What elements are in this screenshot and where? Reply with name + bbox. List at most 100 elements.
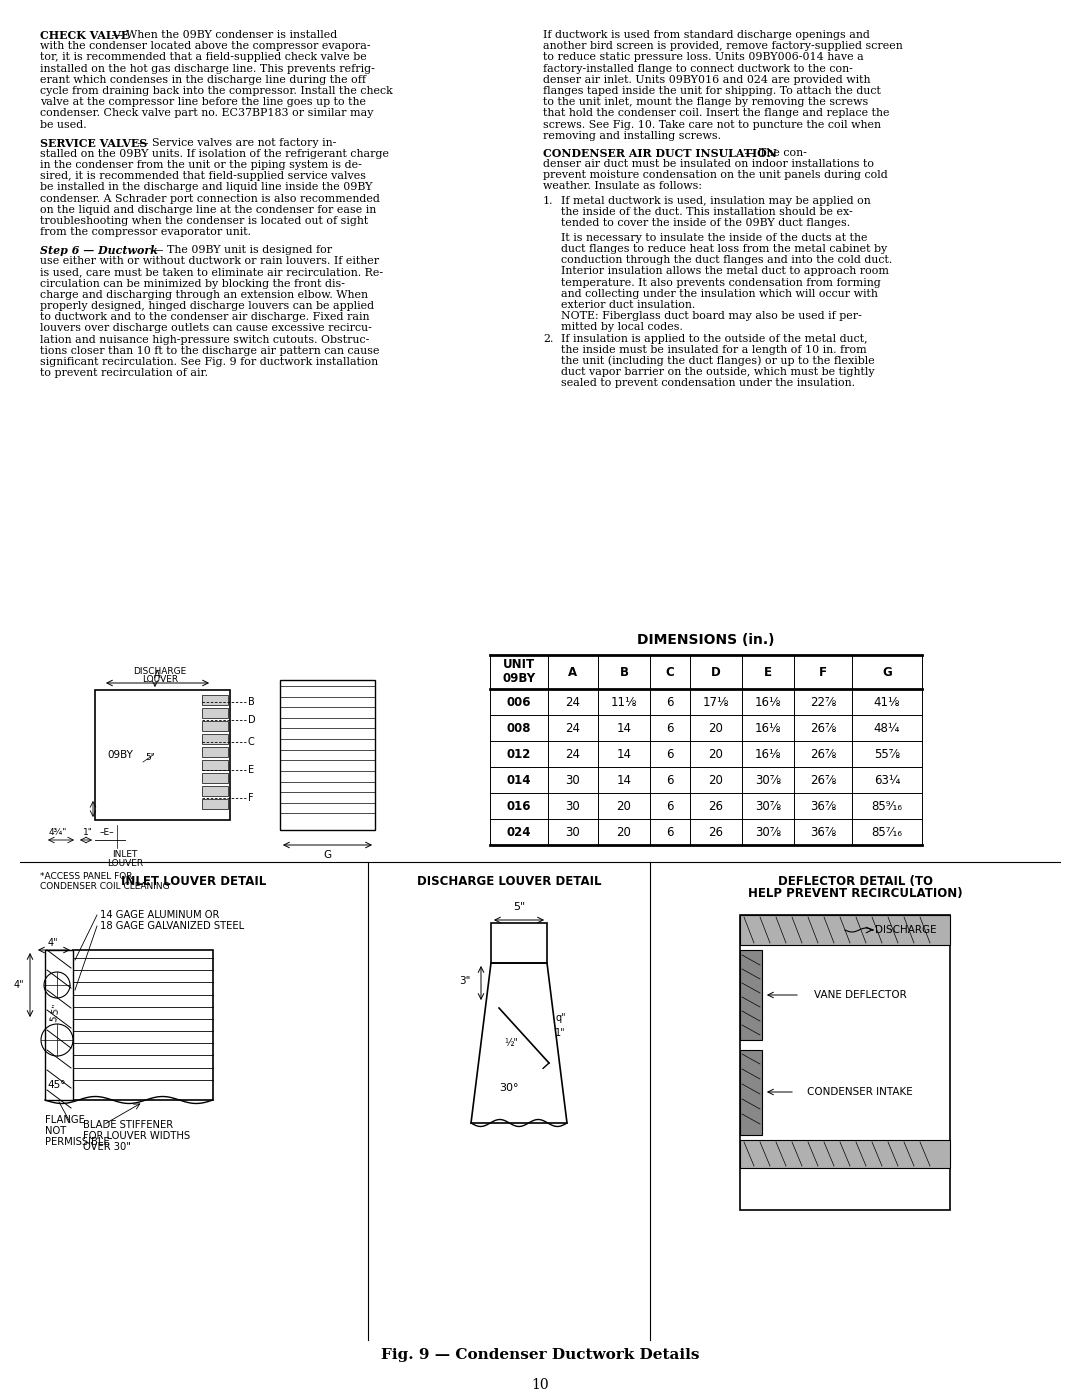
Bar <box>95 690 230 820</box>
Text: from the compressor evaporator unit.: from the compressor evaporator unit. <box>40 228 251 237</box>
Text: be installed in the discharge and liquid line inside the 09BY: be installed in the discharge and liquid… <box>40 183 373 193</box>
Text: that hold the condenser coil. Insert the flange and replace the: that hold the condenser coil. Insert the… <box>543 109 890 119</box>
Text: 16⅛: 16⅛ <box>755 721 781 735</box>
Bar <box>740 950 762 1039</box>
Text: stalled on the 09BY units. If isolation of the refrigerant charge: stalled on the 09BY units. If isolation … <box>40 148 389 159</box>
Text: the inside of the duct. This installation should be ex-: the inside of the duct. This installatio… <box>561 207 853 217</box>
Text: 24: 24 <box>566 721 581 735</box>
Text: E: E <box>248 766 254 775</box>
Text: Step 6 — Ductwork: Step 6 — Ductwork <box>40 244 158 256</box>
Text: lation and nuisance high-pressure switch cutouts. Obstruc-: lation and nuisance high-pressure switch… <box>40 335 369 345</box>
Text: another bird screen is provided, remove factory-supplied screen: another bird screen is provided, remove … <box>543 41 903 52</box>
Text: 26: 26 <box>708 826 724 838</box>
Text: 30°: 30° <box>499 1083 518 1092</box>
Text: 20: 20 <box>617 826 632 838</box>
Text: the unit (including the duct flanges) or up to the flexible: the unit (including the duct flanges) or… <box>561 356 875 366</box>
Text: 1": 1" <box>83 828 93 837</box>
Text: Interior insulation allows the metal duct to approach room: Interior insulation allows the metal duc… <box>561 267 889 277</box>
Text: 014: 014 <box>507 774 531 787</box>
Text: LOUVER: LOUVER <box>107 859 143 868</box>
Text: installed on the hot gas discharge line. This prevents refrig-: installed on the hot gas discharge line.… <box>40 64 375 74</box>
Text: SERVICE VALVES: SERVICE VALVES <box>40 137 147 148</box>
Text: 20: 20 <box>617 799 632 813</box>
Text: 10: 10 <box>531 1377 549 1391</box>
Bar <box>740 1140 950 1168</box>
Text: tor, it is recommended that a field-supplied check valve be: tor, it is recommended that a field-supp… <box>40 53 367 63</box>
Bar <box>202 773 228 782</box>
Text: 1": 1" <box>555 1028 566 1038</box>
Text: CONDENSER AIR DUCT INSULATION: CONDENSER AIR DUCT INSULATION <box>543 148 777 159</box>
Text: If insulation is applied to the outside of the metal duct,: If insulation is applied to the outside … <box>561 334 867 344</box>
Text: charge and discharging through an extension elbow. When: charge and discharging through an extens… <box>40 289 368 300</box>
Text: 30⅞: 30⅞ <box>755 774 781 787</box>
Text: — Service valves are not factory in-: — Service valves are not factory in- <box>134 137 336 148</box>
Text: 4¾": 4¾" <box>49 828 67 837</box>
Text: 30: 30 <box>566 799 580 813</box>
Text: 45°: 45° <box>48 1080 66 1090</box>
Text: cycle from draining back into the compressor. Install the check: cycle from draining back into the compre… <box>40 87 393 96</box>
Text: UNIT
09BY: UNIT 09BY <box>502 658 536 686</box>
Text: PERMISSIBLE: PERMISSIBLE <box>45 1137 110 1147</box>
Text: A: A <box>154 671 161 680</box>
Text: DIMENSIONS (in.): DIMENSIONS (in.) <box>637 633 774 647</box>
Text: 6: 6 <box>666 799 674 813</box>
Text: in the condenser from the unit or the piping system is de-: in the condenser from the unit or the pi… <box>40 159 362 170</box>
Text: 85⁹⁄₁₆: 85⁹⁄₁₆ <box>872 799 903 813</box>
Text: conduction through the duct flanges and into the cold duct.: conduction through the duct flanges and … <box>561 256 892 265</box>
Text: removing and installing screws.: removing and installing screws. <box>543 131 721 141</box>
Text: 2.: 2. <box>543 334 553 344</box>
Text: 22⅞: 22⅞ <box>810 696 836 708</box>
Text: use either with or without ductwork or rain louvers. If either: use either with or without ductwork or r… <box>40 256 379 267</box>
Text: to prevent recirculation of air.: to prevent recirculation of air. <box>40 369 208 379</box>
Text: circulation can be minimized by blocking the front dis-: circulation can be minimized by blocking… <box>40 278 345 289</box>
Text: 5": 5" <box>513 902 525 912</box>
Text: It is necessary to insulate the inside of the ducts at the: It is necessary to insulate the inside o… <box>561 233 867 243</box>
Text: 20: 20 <box>708 774 724 787</box>
Bar <box>202 799 228 809</box>
Text: E: E <box>764 665 772 679</box>
Text: 55⅞: 55⅞ <box>874 747 900 760</box>
Text: If ductwork is used from standard discharge openings and: If ductwork is used from standard discha… <box>543 29 869 41</box>
Text: 26⅞: 26⅞ <box>810 774 836 787</box>
Text: exterior duct insulation.: exterior duct insulation. <box>561 300 696 310</box>
Text: 006: 006 <box>507 696 531 708</box>
Bar <box>202 787 228 796</box>
Text: D: D <box>711 665 720 679</box>
Text: condenser. A Schrader port connection is also recommended: condenser. A Schrader port connection is… <box>40 194 380 204</box>
Text: 6: 6 <box>666 721 674 735</box>
Text: the inside must be insulated for a length of 10 in. from: the inside must be insulated for a lengt… <box>561 345 867 355</box>
Text: 5.5": 5.5" <box>49 1003 62 1023</box>
Text: CONDENSER INTAKE: CONDENSER INTAKE <box>807 1087 913 1097</box>
Text: sired, it is recommended that field-supplied service valves: sired, it is recommended that field-supp… <box>40 170 366 182</box>
Text: A: A <box>568 665 578 679</box>
Text: weather. Insulate as follows:: weather. Insulate as follows: <box>543 182 702 191</box>
Text: CHECK VALVE: CHECK VALVE <box>40 29 130 41</box>
Text: 30: 30 <box>566 826 580 838</box>
Text: — When the 09BY condenser is installed: — When the 09BY condenser is installed <box>108 29 337 41</box>
Text: D: D <box>248 715 256 725</box>
Text: *ACCESS PANEL FOR: *ACCESS PANEL FOR <box>40 872 133 882</box>
Text: — The 09BY unit is designed for: — The 09BY unit is designed for <box>149 244 333 256</box>
Bar <box>740 1051 762 1134</box>
Text: troubleshooting when the condenser is located out of sight: troubleshooting when the condenser is lo… <box>40 217 368 226</box>
Text: — The con-: — The con- <box>741 148 807 158</box>
Text: sealed to prevent condensation under the insulation.: sealed to prevent condensation under the… <box>561 379 855 388</box>
Text: 63¼: 63¼ <box>874 774 901 787</box>
Text: condenser. Check valve part no. EC37BP183 or similar may: condenser. Check valve part no. EC37BP18… <box>40 109 374 119</box>
Text: 24: 24 <box>566 696 581 708</box>
Text: 6: 6 <box>666 826 674 838</box>
Bar <box>740 915 950 944</box>
Text: INLET LOUVER DETAIL: INLET LOUVER DETAIL <box>121 875 267 888</box>
Text: LOUVER: LOUVER <box>141 675 178 685</box>
Text: ½": ½" <box>504 1038 518 1048</box>
Text: 30: 30 <box>566 774 580 787</box>
Text: is used, care must be taken to eliminate air recirculation. Re-: is used, care must be taken to eliminate… <box>40 267 383 278</box>
Bar <box>491 923 546 963</box>
Text: 14: 14 <box>617 747 632 760</box>
Text: FLANGE: FLANGE <box>45 1115 85 1125</box>
Text: denser air duct must be insulated on indoor installations to: denser air duct must be insulated on ind… <box>543 159 874 169</box>
Text: C: C <box>248 738 255 747</box>
Text: q": q" <box>555 1013 566 1023</box>
Bar <box>280 680 375 830</box>
Bar <box>202 694 228 705</box>
